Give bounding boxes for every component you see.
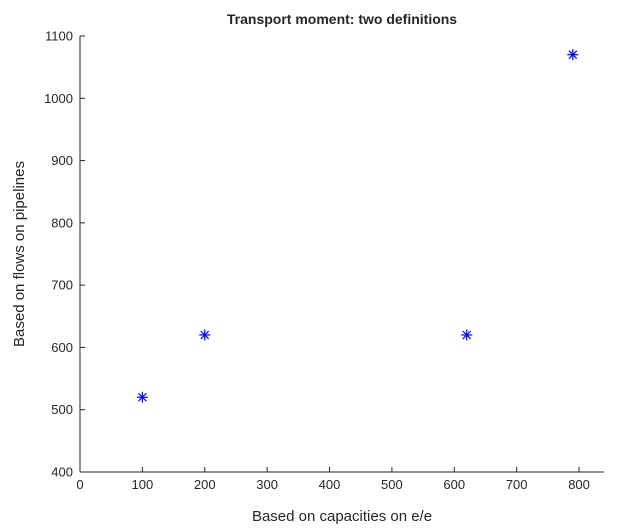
x-tick-label: 100: [132, 477, 154, 492]
y-tick-label: 1100: [45, 29, 73, 44]
marker-stroke: [568, 50, 578, 60]
x-tick-label: 200: [194, 477, 216, 492]
y-tick-label: 400: [51, 465, 73, 480]
y-tick-label: 700: [51, 278, 73, 293]
x-tick-label: 400: [319, 477, 341, 492]
y-tick-label: 800: [51, 215, 73, 230]
data-points-group: [136, 49, 579, 403]
x-tick-label: 300: [256, 477, 278, 492]
data-point: [567, 49, 579, 61]
x-tick-label: 700: [506, 477, 528, 492]
plot-area: [80, 36, 604, 472]
x-tick-label: 500: [381, 477, 403, 492]
x-tick-label: 600: [443, 477, 465, 492]
y-tick-label: 500: [51, 402, 73, 417]
x-tick-label: 0: [76, 477, 83, 492]
y-tick-label: 1000: [44, 91, 73, 106]
y-tick-label: 600: [51, 340, 73, 355]
y-axis-label: Based on flows on pipelines: [11, 161, 28, 347]
data-point: [199, 329, 211, 341]
marker-stroke: [137, 392, 147, 402]
x-axis-label: Based on capacities on e/e: [252, 508, 432, 525]
data-point: [136, 391, 148, 403]
marker-stroke: [462, 330, 472, 340]
y-tick-label: 900: [51, 153, 73, 168]
data-point: [461, 329, 473, 341]
ticks-group: 0 100 200 300 400 500 600 700 800 400 500 600 700 800…: [44, 29, 590, 493]
marker-stroke: [200, 330, 210, 340]
x-tick-label: 800: [568, 477, 590, 492]
chart-title: Transport moment: two definitions: [227, 11, 457, 27]
